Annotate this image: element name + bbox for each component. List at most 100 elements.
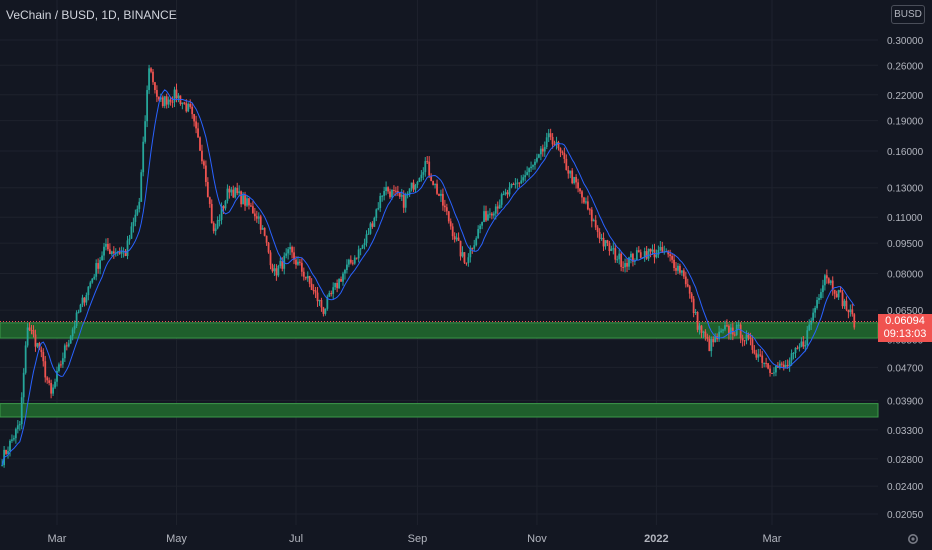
candle-body bbox=[827, 278, 830, 284]
price-axis[interactable]: 0.30000 0.26000 0.22000 0.19000 0.16000 0.130… bbox=[887, 36, 924, 521]
candle-body bbox=[199, 137, 201, 151]
candle-body bbox=[628, 257, 630, 267]
candle-body bbox=[220, 206, 223, 220]
candle-body bbox=[116, 252, 119, 254]
candle-body bbox=[140, 172, 143, 202]
candle-body bbox=[244, 195, 246, 206]
candle-body bbox=[103, 246, 105, 256]
candle-body bbox=[818, 298, 820, 301]
candle-body bbox=[839, 289, 842, 293]
candle-body bbox=[216, 220, 219, 229]
candle-body bbox=[622, 266, 625, 268]
candle-body bbox=[477, 229, 480, 239]
currency-button[interactable]: BUSD bbox=[891, 5, 925, 24]
candle-body bbox=[56, 370, 58, 382]
candle-body bbox=[680, 270, 683, 273]
candle-body bbox=[845, 300, 848, 310]
candle-body bbox=[48, 380, 51, 383]
support-zones bbox=[0, 322, 879, 418]
candle-body bbox=[99, 260, 101, 269]
time-axis[interactable]: Mar May Jul Sep Nov 2022 Mar bbox=[48, 533, 782, 545]
candle-body bbox=[569, 170, 572, 174]
candle-body bbox=[355, 257, 358, 259]
candle-body bbox=[32, 330, 35, 335]
candle-body bbox=[765, 362, 768, 364]
candle-body bbox=[553, 144, 556, 146]
candle-body bbox=[212, 223, 215, 232]
y-tick-label: 0.22000 bbox=[887, 91, 924, 102]
gear-icon[interactable] bbox=[906, 532, 920, 546]
candle-body bbox=[475, 238, 478, 246]
candle-body bbox=[275, 268, 278, 276]
candle-body bbox=[679, 265, 681, 273]
candle-body bbox=[385, 187, 387, 191]
candle-body bbox=[612, 248, 615, 250]
candle-body bbox=[77, 312, 80, 314]
candle-body bbox=[645, 251, 648, 259]
candle-body bbox=[152, 71, 154, 83]
candle-body bbox=[126, 240, 129, 256]
candle-body bbox=[843, 300, 846, 307]
moving-average-line bbox=[1, 89, 855, 466]
candle-body bbox=[500, 194, 503, 205]
candle-body bbox=[157, 96, 160, 100]
candle-body bbox=[375, 209, 378, 218]
candle-body bbox=[710, 339, 713, 352]
candle-body bbox=[704, 331, 707, 337]
candle-body bbox=[741, 338, 744, 341]
candle-body bbox=[463, 252, 466, 263]
candle-body bbox=[312, 289, 315, 291]
support-zone bbox=[0, 403, 879, 418]
candle-body bbox=[228, 188, 231, 193]
y-tick-label: 0.02400 bbox=[887, 482, 924, 493]
candle-body bbox=[60, 364, 62, 366]
candle-body bbox=[702, 331, 705, 333]
candle-body bbox=[473, 245, 476, 249]
candle-body bbox=[224, 200, 227, 209]
candle-body bbox=[729, 327, 732, 335]
x-tick-label: Mar bbox=[763, 533, 782, 545]
candle-body bbox=[156, 90, 158, 97]
candle-body bbox=[577, 182, 579, 189]
candle-body bbox=[608, 243, 611, 252]
candle-body bbox=[377, 208, 380, 210]
candle-body bbox=[455, 237, 458, 240]
last-price-value: 0.06094 bbox=[885, 315, 925, 327]
candle-body bbox=[465, 262, 468, 264]
candle-body bbox=[590, 209, 593, 222]
candle-body bbox=[483, 211, 485, 223]
candle-body bbox=[171, 101, 174, 103]
candle-body bbox=[144, 121, 147, 142]
candle-body bbox=[632, 253, 634, 262]
candle-body bbox=[581, 191, 583, 198]
candle-body bbox=[518, 182, 521, 184]
candle-body bbox=[52, 387, 54, 394]
candle-body bbox=[26, 327, 29, 346]
candle-body bbox=[849, 309, 852, 313]
candle-body bbox=[536, 157, 538, 162]
x-tick-label: Jul bbox=[289, 533, 303, 545]
candle-body bbox=[46, 377, 49, 381]
candle-body bbox=[602, 237, 605, 247]
candle-body bbox=[267, 242, 270, 253]
candle-body bbox=[291, 247, 293, 253]
candle-body bbox=[481, 222, 483, 226]
candle-body bbox=[112, 251, 115, 254]
candle-body bbox=[496, 206, 499, 209]
candle-body bbox=[320, 300, 323, 308]
candle-body bbox=[71, 329, 74, 337]
candle-body bbox=[618, 253, 621, 260]
candle-body bbox=[281, 260, 284, 269]
candle-body bbox=[342, 273, 344, 282]
candle-body bbox=[780, 363, 783, 365]
candle-body bbox=[489, 213, 491, 215]
candle-body bbox=[637, 250, 640, 253]
candle-body bbox=[616, 259, 619, 261]
candle-body bbox=[297, 261, 299, 265]
candle-body bbox=[261, 227, 264, 230]
candle-body bbox=[782, 364, 785, 368]
candle-body bbox=[812, 312, 815, 321]
candle-body bbox=[522, 177, 525, 181]
x-tick-label: May bbox=[166, 533, 187, 545]
